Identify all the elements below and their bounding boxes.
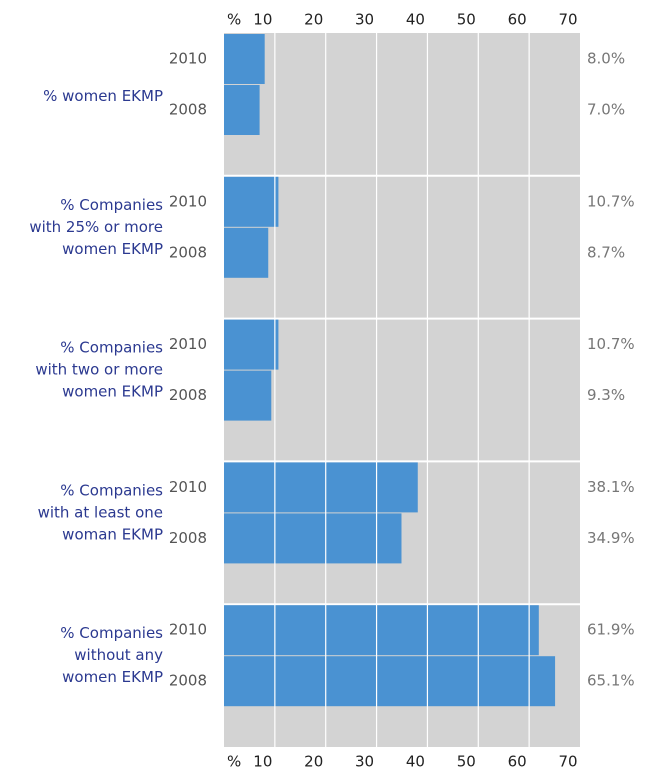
value-label: 38.1% bbox=[587, 478, 635, 496]
category-label: with 25% or more bbox=[29, 218, 163, 236]
value-label: 10.7% bbox=[587, 192, 635, 210]
value-label: 10.7% bbox=[587, 335, 635, 353]
value-label: 8.7% bbox=[587, 243, 625, 261]
x-tick-label: 50 bbox=[457, 753, 476, 771]
series-label: 2010 bbox=[169, 192, 207, 210]
category-label: with two or more bbox=[35, 361, 163, 379]
x-tick-label: 70 bbox=[558, 753, 577, 771]
value-label: 8.0% bbox=[587, 50, 625, 68]
x-tick-label: 10 bbox=[253, 753, 272, 771]
category-label: % Companies bbox=[60, 196, 163, 214]
series-label: 2008 bbox=[169, 672, 207, 690]
value-label: 7.0% bbox=[587, 101, 625, 119]
category-label: women EKMP bbox=[62, 240, 163, 258]
category-label: without any bbox=[74, 646, 163, 664]
series-label: 2008 bbox=[169, 386, 207, 404]
x-tick-label: 70 bbox=[558, 11, 577, 29]
x-tick-label: % bbox=[227, 753, 241, 771]
category-label: % Companies bbox=[60, 624, 163, 642]
bar bbox=[224, 319, 279, 370]
bar bbox=[224, 34, 265, 84]
category-label: % Companies bbox=[60, 481, 163, 499]
category-label: woman EKMP bbox=[62, 525, 163, 543]
x-tick-label: 20 bbox=[304, 11, 323, 29]
bar bbox=[224, 176, 279, 227]
x-tick-label: 30 bbox=[355, 11, 374, 29]
category-label: with at least one bbox=[38, 503, 163, 521]
value-label: 65.1% bbox=[587, 672, 635, 690]
x-tick-label: 60 bbox=[508, 11, 527, 29]
bar bbox=[224, 462, 418, 513]
category-label: % Companies bbox=[60, 339, 163, 357]
bar bbox=[224, 370, 272, 421]
category-label: % women EKMP bbox=[43, 87, 163, 105]
x-tick-label: 50 bbox=[457, 11, 476, 29]
series-label: 2008 bbox=[169, 529, 207, 547]
x-tick-label: 20 bbox=[304, 753, 323, 771]
series-label: 2010 bbox=[169, 478, 207, 496]
series-label: 2008 bbox=[169, 101, 207, 119]
value-label: 61.9% bbox=[587, 621, 635, 639]
series-label: 2008 bbox=[169, 243, 207, 261]
x-tick-label: 10 bbox=[253, 11, 272, 29]
x-tick-label: 40 bbox=[406, 753, 425, 771]
series-label: 2010 bbox=[169, 621, 207, 639]
bar bbox=[224, 227, 269, 278]
bar bbox=[224, 656, 556, 707]
x-tick-label: 30 bbox=[355, 753, 374, 771]
bar bbox=[224, 605, 539, 656]
bar bbox=[224, 85, 260, 135]
value-label: 34.9% bbox=[587, 529, 635, 547]
category-label: women EKMP bbox=[62, 668, 163, 686]
value-label: 9.3% bbox=[587, 386, 625, 404]
bar bbox=[224, 513, 402, 564]
x-tick-label: 60 bbox=[508, 753, 527, 771]
category-label: women EKMP bbox=[62, 383, 163, 401]
series-label: 2010 bbox=[169, 335, 207, 353]
x-tick-label: % bbox=[227, 11, 241, 29]
series-label: 2010 bbox=[169, 50, 207, 68]
x-tick-label: 40 bbox=[406, 11, 425, 29]
